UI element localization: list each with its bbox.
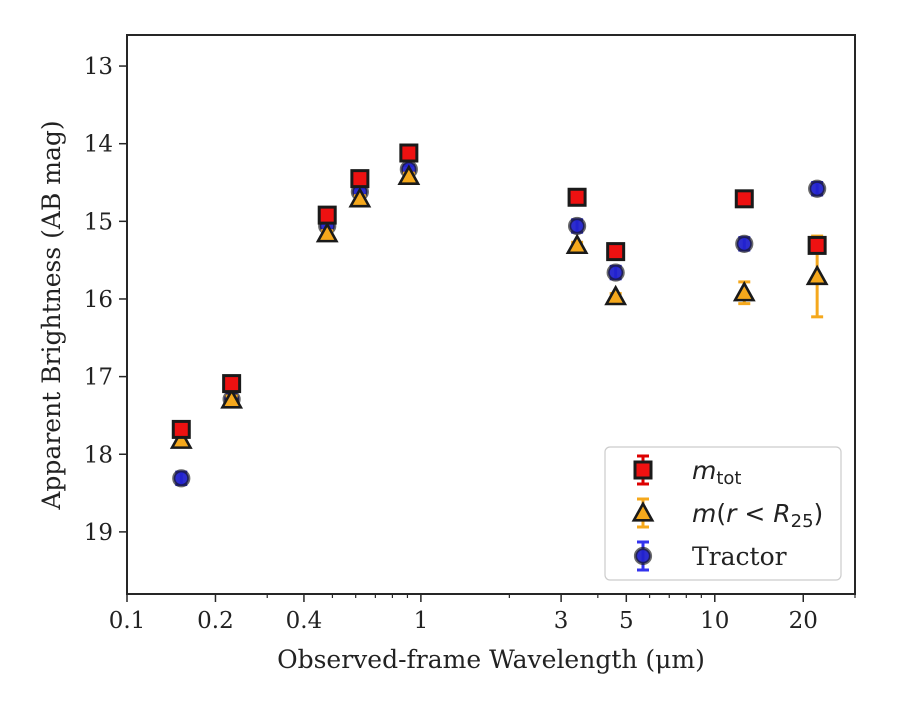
square-point	[606, 242, 626, 262]
data-layer	[169, 143, 829, 488]
circle-point	[567, 216, 587, 236]
circle-point	[808, 179, 827, 198]
y-axis-label: Apparent Brightness (AB mag)	[37, 120, 66, 510]
triangle-point	[348, 186, 372, 208]
square-point	[171, 419, 191, 439]
legend-frame	[604, 446, 842, 581]
circle-point	[172, 469, 191, 488]
square-point	[317, 205, 337, 225]
legend: mtot m(r < R25) Tractor	[604, 446, 842, 581]
x-tick-label: 1	[414, 608, 429, 634]
triangle-point	[732, 280, 756, 302]
triangle-point	[565, 233, 589, 255]
square-point	[399, 143, 419, 163]
legend-label: mtot	[692, 456, 742, 489]
x-axis-label: Observed-frame Wavelength (μm)	[277, 645, 705, 674]
legend-label: m(r < R25)	[692, 499, 823, 532]
x-tick-label: 5	[619, 608, 634, 634]
y-tick-label: 16	[84, 287, 113, 313]
y-tick-label: 15	[84, 209, 113, 235]
triangle-point	[169, 428, 193, 449]
triangle-point	[397, 164, 421, 185]
x-tick-label: 0.1	[109, 608, 146, 634]
square-point	[807, 235, 827, 255]
y-tick-label: 17	[84, 365, 113, 391]
square-point	[567, 187, 587, 207]
circle-point	[735, 234, 754, 253]
x-tick-label: 10	[700, 608, 729, 634]
y-tick-label: 18	[84, 442, 113, 468]
x-tick-label: 0.4	[286, 608, 323, 634]
x-tick-label: 0.2	[197, 608, 234, 634]
triangle-point	[604, 284, 628, 306]
square-point	[222, 374, 242, 394]
series-square	[171, 143, 827, 439]
triangle-point	[220, 388, 244, 409]
triangle-point	[805, 264, 829, 286]
y-tick-label: 19	[84, 520, 113, 546]
y-tick-label: 13	[84, 54, 113, 80]
series-triangle	[169, 164, 829, 449]
plot-frame	[126, 34, 856, 595]
series-circle	[172, 160, 827, 488]
x-tick-label: 20	[789, 608, 818, 634]
square-point	[734, 189, 754, 209]
legend-triangle-icon	[631, 501, 655, 522]
triangle-point	[315, 221, 339, 243]
x-tick-label: 3	[554, 608, 569, 634]
legend-circle-icon	[633, 546, 653, 566]
circle-point	[606, 263, 625, 282]
square-point	[350, 169, 370, 189]
legend-label: Tractor	[692, 542, 787, 571]
y-tick-label: 14	[84, 132, 113, 158]
legend-square-icon	[633, 460, 653, 480]
